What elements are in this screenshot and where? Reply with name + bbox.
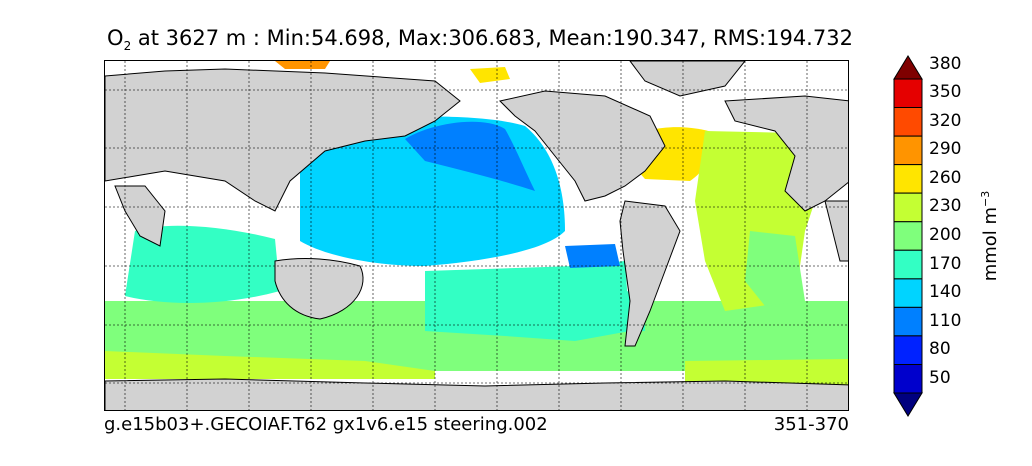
colorbar-tick-label: 170 xyxy=(929,253,962,274)
colorbar-segment xyxy=(893,335,923,365)
eurasia xyxy=(105,68,461,212)
south-america xyxy=(619,200,681,347)
world-map xyxy=(105,61,848,410)
colorbar-segment xyxy=(893,135,923,166)
colorbar-tick-label: 260 xyxy=(929,167,962,188)
unit-exponent: −3 xyxy=(979,190,992,207)
colorbar-tick-label: 200 xyxy=(929,225,962,245)
europe-africa xyxy=(724,95,848,212)
colorbar-tick-label: 290 xyxy=(929,139,962,160)
colorbar-segments xyxy=(893,55,923,417)
title-stats: at 3627 m : Min:54.698, Max:306.683, Mea… xyxy=(131,26,853,50)
title-variable-subscript: 2 xyxy=(123,39,132,54)
colorbar-max-extension xyxy=(893,55,923,80)
colorbar-tick-label: 230 xyxy=(929,196,962,217)
colorbar-min-extension xyxy=(893,392,923,417)
map-panel xyxy=(104,60,849,411)
north-america xyxy=(499,90,666,202)
colorbar-tick-label: 350 xyxy=(929,82,962,103)
colorbar-segment xyxy=(893,249,923,280)
run-id-label: g.e15b03+.GECOIAF.T62 gx1v6.e15 steering… xyxy=(104,414,548,435)
arctic-orange-patch xyxy=(275,61,330,69)
colorbar-segment xyxy=(893,306,923,337)
ocean-field xyxy=(105,61,848,386)
colorbar-segment xyxy=(893,164,923,194)
unit-text: mmol m xyxy=(980,206,1001,282)
graticule xyxy=(105,61,848,410)
colorbar-segment xyxy=(893,107,923,137)
colorbar xyxy=(893,55,923,417)
greenland xyxy=(629,61,746,97)
africa-west-edge xyxy=(824,200,848,262)
colorbar-segment xyxy=(893,278,923,308)
colorbar-tick-label: 50 xyxy=(929,367,951,388)
colorbar-unit-label: mmol m−3 xyxy=(979,191,1001,282)
title-variable: O xyxy=(107,26,124,50)
arctic-yellow-patch xyxy=(470,67,510,83)
colorbar-segment xyxy=(893,192,923,223)
south-pacific-field xyxy=(425,261,630,341)
north-pacific-deep-field xyxy=(405,121,535,191)
year-range-label: 351-370 xyxy=(773,414,849,435)
colorbar-tick-label: 380 xyxy=(929,53,962,74)
plot-title: O2 at 3627 m : Min:54.698, Max:306.683, … xyxy=(0,26,960,53)
colorbar-tick-label: 110 xyxy=(929,310,962,331)
south-atlantic-green xyxy=(745,231,805,306)
australia xyxy=(274,258,364,320)
colorbar-tick-label: 320 xyxy=(929,110,962,131)
east-pacific-blue-patch xyxy=(565,244,620,268)
land-masses xyxy=(105,61,848,410)
southern-band-yellowgreen xyxy=(105,351,435,379)
colorbar-tick-label: 80 xyxy=(929,339,951,360)
colorbar-segment xyxy=(893,363,923,394)
colorbar-segment xyxy=(893,221,923,251)
antarctica xyxy=(105,378,848,410)
indian-ocean-field xyxy=(125,225,280,303)
colorbar-segment xyxy=(893,78,923,109)
colorbar-tick-label: 140 xyxy=(929,282,962,303)
